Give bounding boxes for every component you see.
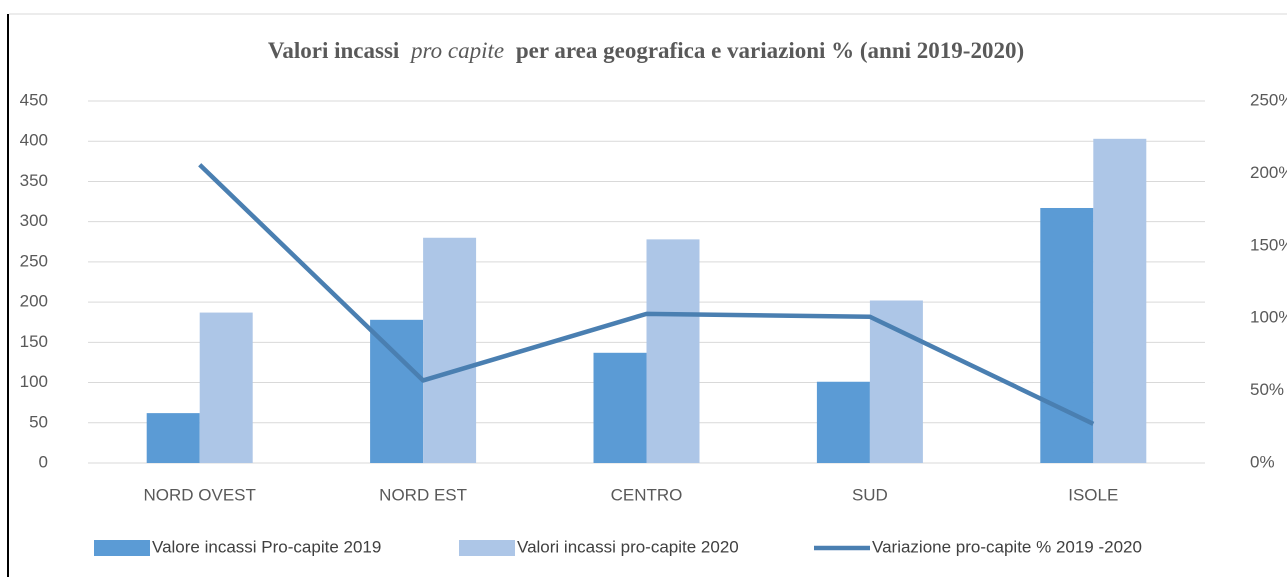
x-tick-label: NORD OVEST (143, 485, 255, 504)
bar (1040, 207, 1094, 463)
bar (869, 300, 923, 463)
legend-text: Valori incassi pro-capite 2020 (517, 537, 739, 556)
x-tick-label: SUD (852, 485, 888, 504)
x-tick-label: ISOLE (1068, 485, 1118, 504)
title-part: per area geografica e variazioni % (anni… (516, 38, 1024, 63)
bar (593, 352, 647, 463)
legend-text: Valore incassi Pro-capite 2019 (152, 537, 381, 556)
y2-tick-label: 100% (1250, 308, 1287, 327)
line (198, 163, 1095, 426)
y-tick-label: 350 (20, 171, 48, 190)
y2-tick-label: 150% (1250, 235, 1287, 254)
legend-swatch (459, 540, 515, 556)
bar (816, 381, 870, 463)
bar (199, 312, 253, 463)
y-tick-label: 450 (20, 90, 48, 109)
y-tick-label: 300 (20, 211, 48, 230)
y-tick-label: 100 (20, 372, 48, 391)
title-part: Valori incassi (268, 38, 400, 63)
x-tick-label: NORD EST (379, 485, 467, 504)
y-tick-label: 50 (29, 412, 48, 431)
chart-title: Valori incassi pro capite per area geogr… (268, 38, 1024, 63)
title-part: pro capite (409, 38, 504, 63)
bar (370, 319, 424, 463)
legend-swatch (94, 540, 150, 556)
bar (646, 239, 700, 463)
x-tick-label: CENTRO (611, 485, 683, 504)
y-tick-label: 200 (20, 292, 48, 311)
y2-tick-label: 0% (1250, 452, 1275, 471)
y2-tick-label: 200% (1250, 163, 1287, 182)
y-tick-label: 250 (20, 251, 48, 270)
bar (1093, 138, 1147, 463)
legend-text: Variazione pro-capite % 2019 -2020 (872, 537, 1142, 556)
y2-tick-label: 250% (1250, 90, 1287, 109)
y-tick-label: 0 (39, 452, 48, 471)
y2-tick-label: 50% (1250, 380, 1284, 399)
bar (423, 237, 477, 463)
y-tick-label: 150 (20, 332, 48, 351)
y-tick-label: 400 (20, 131, 48, 150)
bar (146, 413, 200, 463)
